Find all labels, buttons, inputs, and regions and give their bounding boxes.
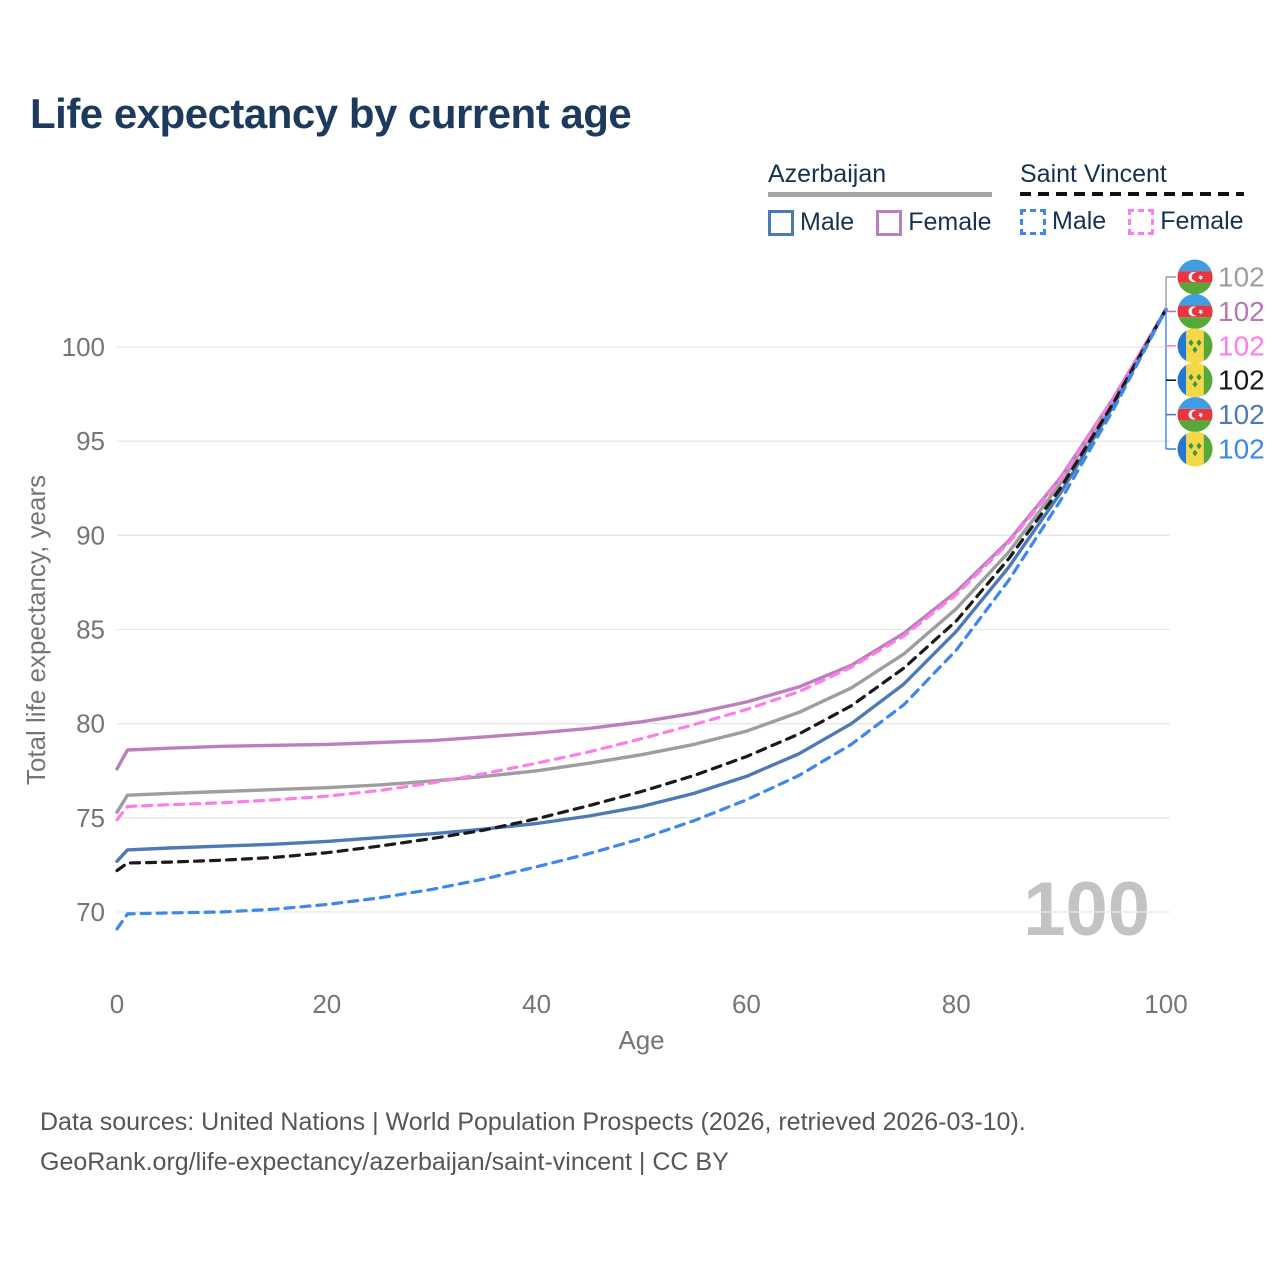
x-axis-tick-label: 80: [942, 989, 971, 1019]
y-axis-tick-label: 75: [76, 803, 105, 833]
attribution-url-text: GeoRank.org/life-expectancy/azerbaijan/s…: [40, 1148, 729, 1176]
legend-item-label: Male: [1052, 207, 1107, 235]
watermark-age-100: 100: [1023, 867, 1150, 952]
callout-value-label: 102: [1218, 399, 1265, 430]
legend-item-azerbaijan-female[interactable]: Female: [876, 208, 992, 237]
data-sources-text: Data sources: United Nations | World Pop…: [40, 1108, 1026, 1136]
y-axis-tick-label: 90: [76, 520, 105, 550]
legend-group-label: Saint Vincent: [1020, 160, 1167, 188]
legend-item-azerbaijan-male[interactable]: Male: [768, 208, 854, 237]
legend-group-label: Azerbaijan: [768, 160, 887, 188]
legend-item-saint-vincent-male[interactable]: Male: [1020, 207, 1106, 236]
x-axis-tick-label: 40: [522, 989, 551, 1019]
legend-group-azerbaijan: Azerbaijan Male Female: [768, 160, 992, 237]
series-line-azerbaijan-female[interactable]: [115, 307, 1168, 771]
callout-value-label: 102: [1218, 330, 1265, 361]
y-axis-tick-label: 70: [76, 897, 105, 927]
x-axis-tick-label: 20: [312, 989, 341, 1019]
callout-value-label: 102: [1218, 262, 1265, 293]
legend-swatch-solid: [876, 209, 903, 236]
callout-value-label: 102: [1218, 296, 1265, 327]
chart-legend: Azerbaijan Male Female Saint Vincent Mal…: [0, 160, 1280, 240]
legend-item-label: Male: [800, 208, 855, 236]
legend-item-saint-vincent-female[interactable]: Female: [1128, 207, 1244, 236]
callout-value-label: 102: [1218, 434, 1265, 465]
legend-swatch-solid: [768, 209, 794, 236]
y-axis-tick-label: 85: [76, 615, 105, 645]
series-line-saint-vincent-both-sexes[interactable]: [115, 307, 1168, 873]
page-title: Life expectancy by current age: [30, 90, 632, 137]
x-axis-tick-label: 0: [110, 989, 124, 1019]
legend-item-label: Female: [1160, 207, 1244, 235]
legend-group-saint-vincent: Saint Vincent Male Female: [1020, 160, 1244, 236]
legend-swatch-dashed: [1020, 208, 1046, 235]
y-axis-tick-label: 80: [76, 709, 105, 739]
azerbaijan-flag-icon: [1177, 293, 1213, 329]
x-axis-title: Age: [618, 1025, 664, 1055]
callout-value-label: 102: [1218, 365, 1265, 396]
series-line-azerbaijan-male[interactable]: [115, 307, 1168, 863]
y-axis-title: Total life expectancy, years: [21, 475, 51, 785]
saint-vincent-flag-icon: [1177, 362, 1213, 398]
azerbaijan-flag-icon: [1177, 397, 1213, 433]
y-axis-tick-label: 100: [62, 332, 105, 362]
legend-swatch-dashed: [1128, 208, 1155, 235]
saint-vincent-flag-icon: [1177, 328, 1213, 364]
x-axis-tick-label: 100: [1144, 989, 1187, 1019]
azerbaijan-flag-icon: [1177, 259, 1213, 295]
series-line-saint-vincent-male[interactable]: [115, 307, 1168, 931]
legend-item-label: Female: [908, 208, 992, 236]
legend-line-sample-solid: [768, 192, 992, 197]
legend-line-sample-dashed: [1020, 192, 1244, 196]
series-line-azerbaijan-both-sexes[interactable]: [115, 307, 1168, 814]
series-line-saint-vincent-female[interactable]: [115, 307, 1168, 822]
saint-vincent-flag-icon: [1177, 431, 1213, 467]
x-axis-tick-label: 60: [732, 989, 761, 1019]
y-axis-tick-label: 95: [76, 426, 105, 456]
